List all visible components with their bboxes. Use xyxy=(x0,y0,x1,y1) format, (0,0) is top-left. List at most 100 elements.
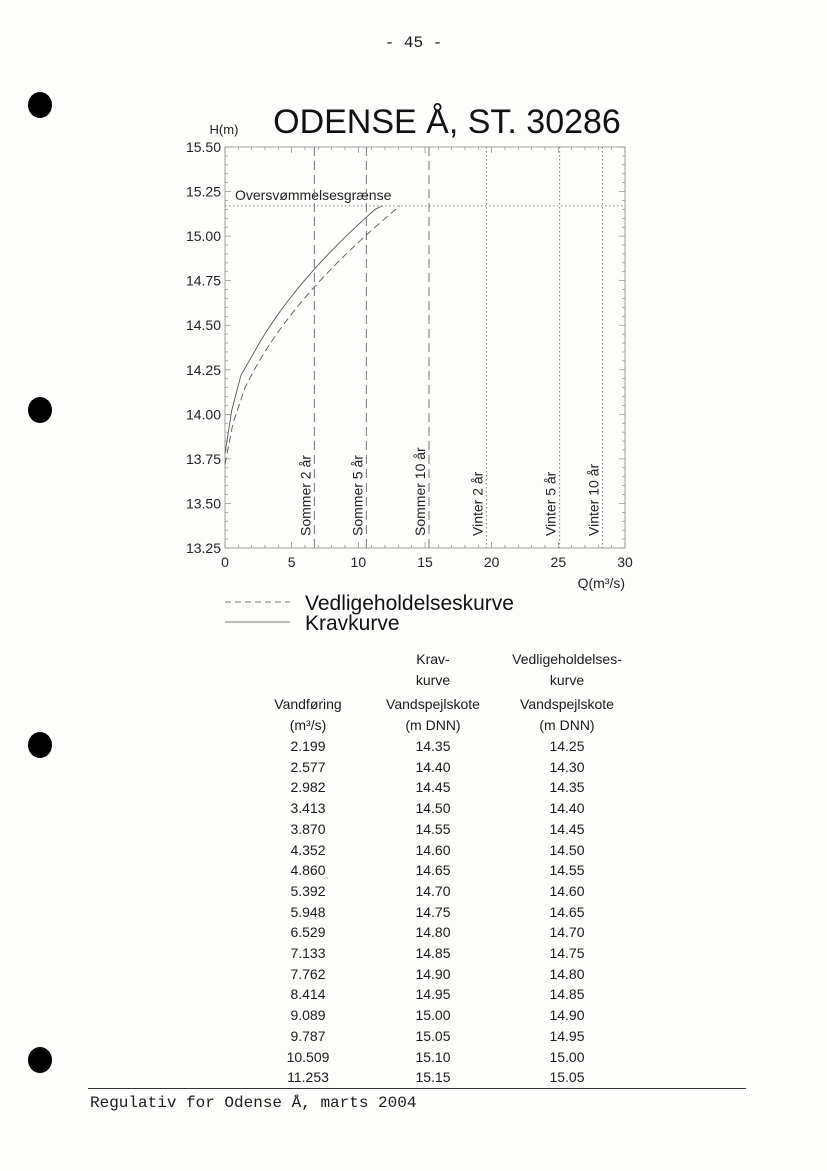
table-cell: 14.75 xyxy=(415,903,451,920)
table-cell: 15.10 xyxy=(415,1048,451,1065)
table-cell: 14.85 xyxy=(549,986,585,1003)
table-cell: 2.577 xyxy=(290,758,326,775)
x-tick-label: 10 xyxy=(351,554,367,570)
table-cell: 2.982 xyxy=(290,779,326,796)
table-cell: 7.133 xyxy=(290,945,326,961)
table-header-cell: kurve xyxy=(415,672,451,688)
table-cell: 14.60 xyxy=(549,882,585,899)
legend-label-vedligeholdelseskurve: Vedligeholdelseskurve xyxy=(305,592,514,615)
table-cell: 15.00 xyxy=(549,1048,585,1065)
table-header-cell: Vandspejlskote xyxy=(520,696,614,712)
table-cell: 14.85 xyxy=(415,945,451,961)
y-tick-label: 13.75 xyxy=(186,451,221,467)
series-line-kravkurve xyxy=(224,205,383,454)
table-cell: 14.35 xyxy=(549,779,585,796)
y-tick-label: 14.50 xyxy=(186,317,221,333)
footer-text: Regulativ for Odense Å, marts 2004 xyxy=(90,1094,417,1112)
table-cell: 14.60 xyxy=(415,841,451,858)
y-tick-label: 15.00 xyxy=(186,228,221,244)
chart-title: ODENSE Å, ST. 30286 xyxy=(273,103,621,141)
punch-hole xyxy=(28,92,52,118)
table-cell: 14.95 xyxy=(415,986,451,1003)
table-cell: 9.089 xyxy=(290,1007,326,1024)
table-cell: 14.90 xyxy=(415,965,451,982)
table-cell: 14.80 xyxy=(549,965,585,982)
flood-limit-label: Oversvømmelsesgrænse xyxy=(235,187,392,203)
table-cell: 14.65 xyxy=(415,862,451,879)
table-cell: 14.40 xyxy=(415,758,451,775)
chart: ODENSE Å, ST. 30286 H(m) Q(m³/s) Oversvø… xyxy=(186,103,633,635)
table-cell: 14.70 xyxy=(415,882,451,899)
table-cell: 14.75 xyxy=(549,945,585,961)
reference-line-label: Vinter 5 år xyxy=(543,471,559,536)
table-cell: 14.55 xyxy=(549,862,585,879)
table-cell: 14.90 xyxy=(549,1007,585,1024)
y-tick-label: 14.25 xyxy=(186,362,221,378)
table-header-cell: Krav- xyxy=(416,651,450,667)
table-cell: 2.199 xyxy=(290,738,326,754)
y-tick-label: 13.50 xyxy=(186,495,221,511)
table-cell: 15.00 xyxy=(415,1007,451,1024)
table-cell: 5.392 xyxy=(290,882,326,899)
reference-line-label: Vinter 10 år xyxy=(585,464,601,536)
reference-line-label: Sommer 10 år xyxy=(412,447,428,536)
x-tick-label: 5 xyxy=(288,554,296,570)
punch-hole xyxy=(28,397,52,423)
table-header-cell: Vandføring xyxy=(274,696,342,712)
y-tick-label: 15.25 xyxy=(186,184,221,200)
x-tick-label: 20 xyxy=(484,554,500,570)
table-cell: 4.860 xyxy=(290,862,326,879)
x-tick-label: 0 xyxy=(221,554,229,570)
table-cell: 9.787 xyxy=(290,1027,326,1044)
table-cell: 15.15 xyxy=(415,1069,451,1086)
table-header-cell: (m DNN) xyxy=(539,717,595,733)
table-cell: 4.352 xyxy=(290,841,326,858)
table-cell: 14.50 xyxy=(415,800,451,817)
x-tick-label: 30 xyxy=(617,554,633,570)
y-tick-label: 14.00 xyxy=(186,406,221,422)
table-cell: 10.509 xyxy=(286,1048,330,1065)
reference-line-label: Vinter 2 år xyxy=(469,471,485,536)
table-header-cell: (m DNN) xyxy=(405,717,461,733)
table-cell: 7.762 xyxy=(290,965,326,982)
table-cell: 14.50 xyxy=(549,841,585,858)
table-header-cell: Vedligeholdelses- xyxy=(512,651,622,667)
table-cell: 14.30 xyxy=(549,758,585,775)
table-cell: 8.414 xyxy=(290,986,326,1003)
table-cell: 14.45 xyxy=(549,820,585,837)
x-tick-label: 25 xyxy=(551,554,567,570)
table-cell: 14.80 xyxy=(415,924,451,941)
legend-label-kravkurve: Kravkurve xyxy=(305,612,400,635)
table-cell: 14.55 xyxy=(415,820,451,837)
punch-hole xyxy=(28,1047,52,1073)
series-line-vedligeholdelseskurve xyxy=(224,205,400,465)
table-cell: 14.45 xyxy=(415,779,451,796)
y-tick-label: 14.75 xyxy=(186,273,221,289)
table-cell: 3.413 xyxy=(290,800,326,817)
y-axis-label: H(m) xyxy=(210,122,239,137)
table-cell: 15.05 xyxy=(549,1069,585,1086)
x-tick-label: 15 xyxy=(417,554,433,570)
punch-hole xyxy=(28,732,52,758)
footer-divider xyxy=(88,1088,746,1089)
table-header-cell: (m³/s) xyxy=(289,717,327,733)
table-header-cell: kurve xyxy=(549,672,585,688)
page-number: - 45 - xyxy=(384,34,443,52)
table-cell: 14.35 xyxy=(415,738,451,754)
y-tick-label: 13.25 xyxy=(186,540,221,556)
table-header-cell: Vandspejlskote xyxy=(386,696,480,712)
table-cell: 5.948 xyxy=(290,903,326,920)
table-cell: 14.25 xyxy=(549,738,585,754)
reference-line-label: Sommer 5 år xyxy=(349,455,365,536)
table-cell: 3.870 xyxy=(290,820,326,837)
reference-line-label: Sommer 2 år xyxy=(297,455,313,536)
table-cell: 11.253 xyxy=(287,1069,329,1086)
table-cell: 6.529 xyxy=(290,924,326,941)
y-tick-label: 15.50 xyxy=(186,139,221,155)
table-cell: 15.05 xyxy=(415,1027,451,1044)
table-cell: 14.65 xyxy=(549,903,585,920)
table-cell: 14.40 xyxy=(549,800,585,817)
table-cell: 14.95 xyxy=(549,1027,585,1044)
x-axis-label: Q(m³/s) xyxy=(578,575,625,591)
table-cell: 14.70 xyxy=(549,924,585,941)
